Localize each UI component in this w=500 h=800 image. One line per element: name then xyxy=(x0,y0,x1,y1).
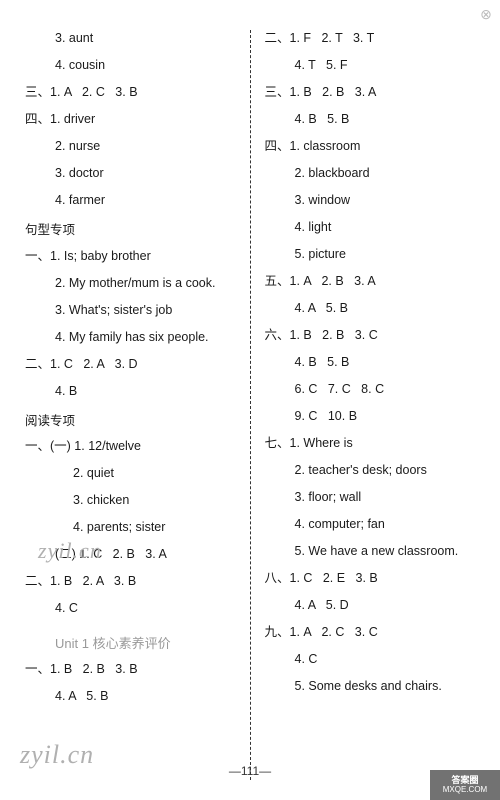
source-badge: 答案圈 MXQE.COM xyxy=(430,770,500,800)
text-line: 4. C xyxy=(265,651,476,669)
text-line: 4. A 5. B xyxy=(25,688,236,706)
text-line: 4. light xyxy=(265,219,476,237)
text-line: 4. computer; fan xyxy=(265,516,476,534)
text-line: 三、1. B 2. B 3. A xyxy=(265,84,476,102)
text-line: 2. blackboard xyxy=(265,165,476,183)
text-line: 四、1. classroom xyxy=(265,138,476,156)
text-line: 二、1. B 2. A 3. B xyxy=(25,573,236,591)
text-line: 4. B 5. B xyxy=(265,111,476,129)
text-line: 一、1. Is; baby brother xyxy=(25,248,236,266)
text-line: 4. B xyxy=(25,383,236,401)
text-line: 5. picture xyxy=(265,246,476,264)
text-line: 4. cousin xyxy=(25,57,236,75)
text-line: 句型专项 xyxy=(25,219,236,238)
left-column: 3. aunt 4. cousin 三、1. A 2. C 3. B 四、1. dri… xyxy=(25,30,248,780)
text-line: 四、1. driver xyxy=(25,111,236,129)
text-line: Unit 1 核心素养评价 xyxy=(55,633,236,652)
text-line: 6. C 7. C 8. C xyxy=(265,381,476,399)
text-line: 一、1. B 2. B 3. B xyxy=(25,661,236,679)
text-line: 4. C xyxy=(25,600,236,618)
text-line: 3. floor; wall xyxy=(265,489,476,507)
text-line: 4. parents; sister xyxy=(25,519,236,537)
text-line: 5. Some desks and chairs. xyxy=(265,678,476,696)
text-line: 3. chicken xyxy=(25,492,236,510)
page-number: —111— xyxy=(229,764,271,778)
right-column: 二、1. F 2. T 3. T 4. T 5. F 三、1. B 2. B 3. … xyxy=(253,30,476,780)
text-line: 六、1. B 2. B 3. C xyxy=(265,327,476,345)
text-line: 3. What's; sister's job xyxy=(25,302,236,320)
text-line: 八、1. C 2. E 3. B xyxy=(265,570,476,588)
text-line: (二) 1. C 2. B 3. A xyxy=(25,546,236,564)
close-icon[interactable]: ⊗ xyxy=(478,6,494,22)
text-line: 2. teacher's desk; doors xyxy=(265,462,476,480)
text-line: 七、1. Where is xyxy=(265,435,476,453)
text-line: 五、1. A 2. B 3. A xyxy=(265,273,476,291)
text-line: 二、1. C 2. A 3. D xyxy=(25,356,236,374)
text-line: 三、1. A 2. C 3. B xyxy=(25,84,236,102)
text-line: 一、(一) 1. 12/twelve xyxy=(25,438,236,456)
text-line: 九、1. A 2. C 3. C xyxy=(265,624,476,642)
text-line: 4. T 5. F xyxy=(265,57,476,75)
text-line: 2. nurse xyxy=(25,138,236,156)
text-line: 9. C 10. B xyxy=(265,408,476,426)
text-line: 2. My mother/mum is a cook. xyxy=(25,275,236,293)
text-line: 4. farmer xyxy=(25,192,236,210)
text-line: 3. aunt xyxy=(25,30,236,48)
text-line: 二、1. F 2. T 3. T xyxy=(265,30,476,48)
text-line: 阅读专项 xyxy=(25,410,236,429)
text-line: 3. window xyxy=(265,192,476,210)
text-line: 4. B 5. B xyxy=(265,354,476,372)
column-divider xyxy=(250,30,251,780)
text-line: 5. We have a new classroom. xyxy=(265,543,476,561)
text-line: 4. A 5. D xyxy=(265,597,476,615)
page-container: 3. aunt 4. cousin 三、1. A 2. C 3. B 四、1. dri… xyxy=(0,0,500,800)
text-line: 2. quiet xyxy=(25,465,236,483)
text-line: 4. My family has six people. xyxy=(25,329,236,347)
badge-subtitle: MXQE.COM xyxy=(443,786,487,795)
text-line: 3. doctor xyxy=(25,165,236,183)
text-line: 4. A 5. B xyxy=(265,300,476,318)
